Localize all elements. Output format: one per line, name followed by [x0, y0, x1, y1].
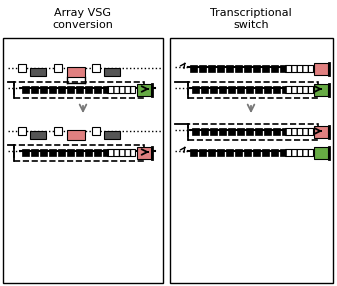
- Bar: [285, 86, 313, 93]
- Bar: [235, 65, 242, 72]
- Bar: [208, 149, 215, 156]
- Bar: [208, 65, 215, 72]
- Bar: [201, 128, 208, 135]
- Bar: [67, 130, 85, 140]
- Bar: [85, 149, 92, 156]
- Bar: [103, 86, 110, 93]
- Bar: [228, 86, 235, 93]
- Bar: [104, 68, 120, 76]
- Bar: [30, 131, 46, 139]
- Bar: [94, 149, 101, 156]
- Bar: [103, 149, 110, 156]
- Bar: [285, 149, 313, 156]
- Bar: [280, 65, 287, 72]
- Bar: [192, 128, 199, 135]
- Bar: [246, 128, 253, 135]
- Bar: [67, 86, 74, 93]
- Bar: [226, 65, 233, 72]
- Bar: [282, 128, 289, 135]
- Bar: [199, 65, 206, 72]
- Text: Transcriptional
switch: Transcriptional switch: [210, 8, 292, 29]
- Bar: [104, 131, 120, 139]
- Bar: [235, 149, 242, 156]
- Bar: [210, 128, 217, 135]
- Bar: [244, 149, 251, 156]
- Bar: [285, 65, 313, 72]
- Bar: [314, 126, 328, 138]
- Bar: [22, 86, 29, 93]
- Bar: [271, 149, 278, 156]
- Bar: [282, 86, 289, 93]
- Bar: [137, 147, 151, 159]
- Bar: [188, 82, 318, 98]
- Bar: [67, 149, 74, 156]
- Bar: [58, 86, 65, 93]
- Bar: [199, 149, 206, 156]
- Bar: [40, 149, 47, 156]
- Bar: [255, 86, 262, 93]
- Bar: [262, 149, 269, 156]
- Bar: [314, 84, 328, 96]
- Bar: [58, 149, 65, 156]
- Bar: [219, 86, 226, 93]
- Bar: [170, 38, 333, 283]
- Bar: [314, 147, 328, 159]
- Bar: [262, 65, 269, 72]
- Bar: [217, 149, 224, 156]
- Bar: [237, 128, 244, 135]
- Bar: [107, 149, 135, 156]
- Bar: [22, 149, 29, 156]
- Bar: [40, 86, 47, 93]
- Bar: [188, 124, 318, 140]
- Bar: [192, 86, 199, 93]
- Bar: [264, 128, 271, 135]
- Bar: [30, 68, 46, 76]
- Bar: [219, 128, 226, 135]
- Bar: [253, 149, 260, 156]
- Bar: [137, 84, 151, 96]
- Bar: [54, 64, 62, 72]
- Bar: [92, 127, 100, 135]
- Bar: [76, 149, 83, 156]
- Bar: [210, 86, 217, 93]
- Bar: [273, 128, 280, 135]
- Bar: [18, 64, 26, 72]
- Bar: [85, 86, 92, 93]
- Bar: [271, 65, 278, 72]
- Bar: [94, 86, 101, 93]
- Bar: [255, 128, 262, 135]
- Bar: [49, 149, 56, 156]
- Bar: [237, 86, 244, 93]
- Bar: [201, 86, 208, 93]
- Bar: [228, 128, 235, 135]
- Bar: [3, 38, 163, 283]
- Bar: [273, 86, 280, 93]
- Bar: [264, 86, 271, 93]
- Bar: [107, 86, 135, 93]
- Bar: [54, 127, 62, 135]
- Bar: [49, 86, 56, 93]
- Bar: [253, 65, 260, 72]
- Bar: [190, 149, 197, 156]
- Bar: [244, 65, 251, 72]
- Text: Array VSG
conversion: Array VSG conversion: [53, 8, 114, 29]
- Bar: [226, 149, 233, 156]
- Bar: [246, 86, 253, 93]
- Bar: [14, 82, 144, 98]
- Bar: [190, 65, 197, 72]
- Bar: [31, 149, 38, 156]
- Bar: [14, 145, 144, 161]
- Bar: [280, 149, 287, 156]
- Bar: [18, 127, 26, 135]
- Bar: [76, 86, 83, 93]
- Bar: [67, 67, 85, 77]
- Bar: [92, 64, 100, 72]
- Bar: [285, 128, 313, 135]
- Bar: [31, 86, 38, 93]
- Bar: [314, 63, 328, 75]
- Bar: [217, 65, 224, 72]
